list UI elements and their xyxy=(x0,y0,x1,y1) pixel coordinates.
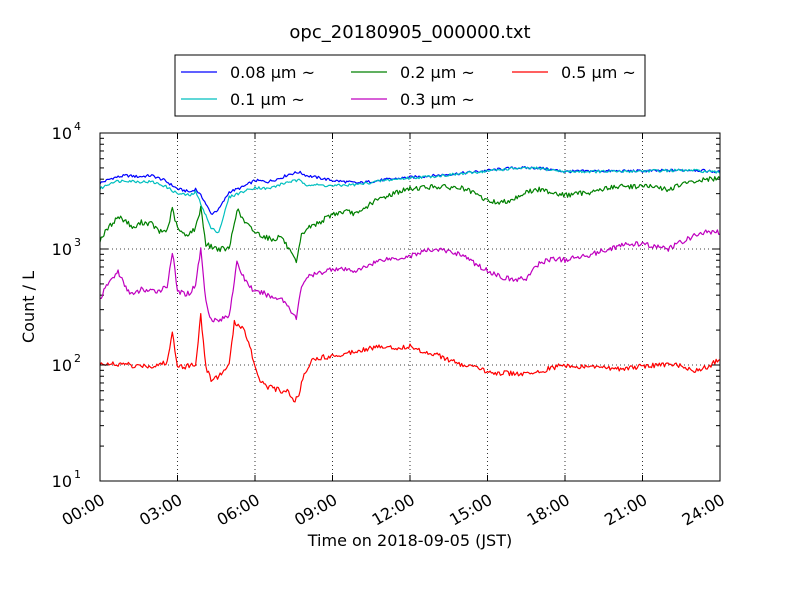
x-tick-label: 12:00 xyxy=(369,490,418,530)
y-tick-base: 10 xyxy=(52,472,72,491)
x-tick-label: 18:00 xyxy=(524,490,573,530)
series-line-0_2 xyxy=(99,176,721,264)
legend-label: 0.5 μm ~ xyxy=(561,63,636,82)
series-line-0_3 xyxy=(99,229,721,323)
x-tick-label: 15:00 xyxy=(446,490,495,530)
legend-label: 0.2 μm ~ xyxy=(400,63,475,82)
series-line-0_1 xyxy=(99,166,721,234)
x-tick-label: 03:00 xyxy=(136,490,185,530)
chart-title: opc_20180905_000000.txt xyxy=(289,22,530,43)
legend-box xyxy=(174,54,646,117)
x-tick-label: 21:00 xyxy=(601,490,650,530)
y-tick-base: 10 xyxy=(52,124,72,143)
y-tick-label: 10 xyxy=(52,124,72,143)
y-tick-base: 10 xyxy=(52,240,72,259)
y-tick-label: 10 xyxy=(52,240,72,259)
legend: 0.08 μm ~ 0.1 μm ~ 0.2 μm ~ 0.3 μm ~ 0.5 μm … xyxy=(174,54,646,117)
x-tick-label: 24:00 xyxy=(679,490,728,530)
minor-ticks xyxy=(100,137,720,447)
y-tick-label: 10 xyxy=(52,472,72,491)
series-line-0_5 xyxy=(99,312,721,403)
y-axis-label: Count / L xyxy=(19,271,38,343)
y-tick-label: 10 xyxy=(52,356,72,375)
grid-lines xyxy=(100,133,720,481)
y-tick-base: 10 xyxy=(52,356,72,375)
y-tick-exponent: 4 xyxy=(74,120,81,133)
y-tick-exponent: 3 xyxy=(74,236,81,249)
x-tick-label: 09:00 xyxy=(291,490,340,530)
x-axis-label: Time on 2018-09-05 (JST) xyxy=(307,531,512,550)
x-tick-label: 00:00 xyxy=(59,490,108,530)
y-tick-exponent: 1 xyxy=(74,468,81,481)
legend-label: 0.1 μm ~ xyxy=(230,90,305,109)
x-tick-label: 06:00 xyxy=(214,490,263,530)
series-layer xyxy=(99,166,721,403)
y-tick-exponent: 2 xyxy=(74,352,81,365)
legend-label: 0.08 μm ~ xyxy=(230,63,315,82)
series-line-0_08 xyxy=(99,166,721,215)
legend-label: 0.3 μm ~ xyxy=(400,90,475,109)
